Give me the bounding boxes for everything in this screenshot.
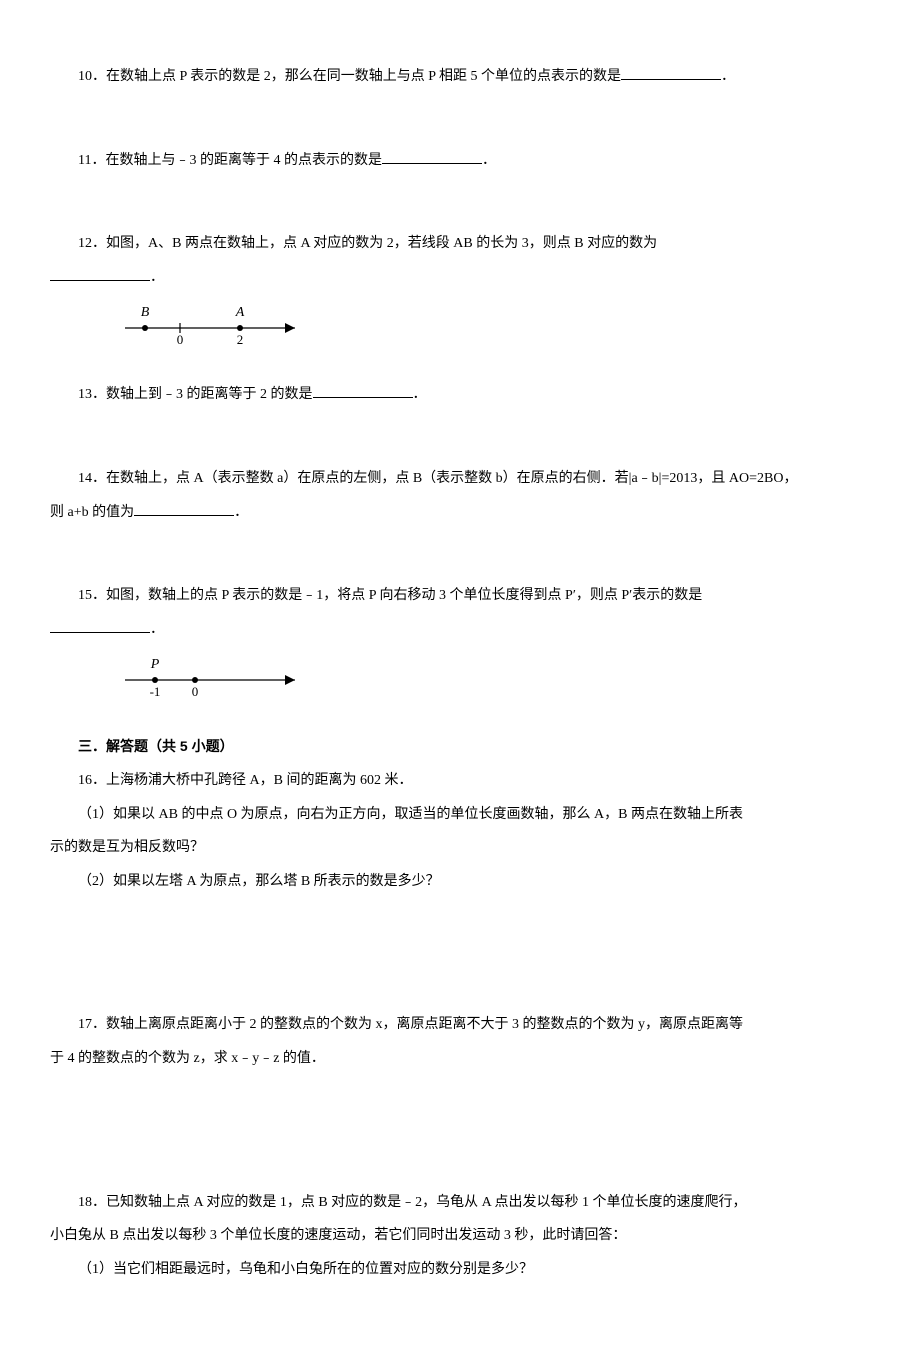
q15-blank bbox=[50, 618, 150, 633]
q14-tail: ． bbox=[234, 505, 248, 520]
fig12-a-label: A bbox=[235, 305, 245, 320]
fig12-tick0: 0 bbox=[177, 332, 184, 347]
q12-blank bbox=[50, 266, 150, 281]
question-16: 16．上海杨浦大桥中孔跨径 A，B 间的距离为 602 米． bbox=[50, 764, 870, 798]
fig15-tick-m1: -1 bbox=[150, 684, 161, 699]
q12-text-a: 12．如图，A、B 两点在数轴上，点 A 对应的数为 2，若线段 AB 的长为 … bbox=[78, 236, 657, 251]
question-11: 11．在数轴上与﹣3 的距离等于 4 的点表示的数是 ． bbox=[50, 144, 870, 178]
q14-text-b: 则 a+b 的值为 bbox=[50, 505, 134, 520]
figure-12: B A 0 2 bbox=[120, 298, 870, 348]
q11-blank bbox=[382, 149, 482, 164]
question-18-1: （1）当它们相距最远时，乌龟和小白兔所在的位置对应的数分别是多少？ bbox=[50, 1253, 870, 1287]
q10-text: 10．在数轴上点 P 表示的数是 2，那么在同一数轴上与点 P 相距 5 个单位… bbox=[78, 69, 621, 84]
question-16-2: （2）如果以左塔 A 为原点，那么塔 B 所表示的数是多少？ bbox=[50, 865, 870, 899]
question-15-line1: 15．如图，数轴上的点 P 表示的数是﹣1，将点 P 向右移动 3 个单位长度得… bbox=[50, 579, 870, 613]
question-13: 13．数轴上到﹣3 的距离等于 2 的数是 ． bbox=[50, 378, 870, 412]
question-16-1a: （1）如果以 AB 的中点 O 为原点，向右为正方向，取适当的单位长度画数轴，那… bbox=[50, 798, 870, 832]
question-14-line1: 14．在数轴上，点 A（表示整数 a）在原点的左侧，点 B（表示整数 b）在原点… bbox=[50, 462, 870, 496]
question-18-line2: 小白兔从 B 点出发以每秒 3 个单位长度的速度运动，若它们同时出发运动 3 秒… bbox=[50, 1219, 870, 1253]
q14-blank bbox=[134, 501, 234, 516]
question-12-line1: 12．如图，A、B 两点在数轴上，点 A 对应的数为 2，若线段 AB 的长为 … bbox=[50, 227, 870, 261]
q13-text: 13．数轴上到﹣3 的距离等于 2 的数是 bbox=[78, 387, 313, 402]
q11-text: 11．在数轴上与﹣3 的距离等于 4 的点表示的数是 bbox=[78, 153, 382, 168]
section-3-title: 三．解答题（共 5 小题） bbox=[50, 730, 870, 764]
question-17-line1: 17．数轴上离原点距离小于 2 的整数点的个数为 x，离原点距离不大于 3 的整… bbox=[50, 1008, 870, 1042]
fig15-p-label: P bbox=[150, 657, 160, 672]
question-12-line2: ． bbox=[50, 261, 870, 295]
q14-text-a: 14．在数轴上，点 A（表示整数 a）在原点的左侧，点 B（表示整数 b）在原点… bbox=[78, 471, 797, 486]
question-15-line2: ． bbox=[50, 613, 870, 647]
q13-tail: ． bbox=[413, 387, 427, 402]
question-17-line2: 于 4 的整数点的个数为 z，求 x﹣y﹣z 的值． bbox=[50, 1042, 870, 1076]
question-18-line1: 18．已知数轴上点 A 对应的数是 1，点 B 对应的数是﹣2，乌龟从 A 点出… bbox=[50, 1186, 870, 1220]
q10-blank bbox=[621, 65, 721, 80]
question-14-line2: 则 a+b 的值为 ． bbox=[50, 496, 870, 530]
q15-text-a: 15．如图，数轴上的点 P 表示的数是﹣1，将点 P 向右移动 3 个单位长度得… bbox=[78, 588, 702, 603]
q12-tail: ． bbox=[150, 270, 164, 285]
question-16-1b: 示的数是互为相反数吗？ bbox=[50, 831, 870, 865]
q11-tail: ． bbox=[482, 153, 496, 168]
fig15-tick0: 0 bbox=[192, 684, 199, 699]
question-10: 10．在数轴上点 P 表示的数是 2，那么在同一数轴上与点 P 相距 5 个单位… bbox=[50, 60, 870, 94]
fig12-b-label: B bbox=[141, 305, 150, 320]
q15-tail: ． bbox=[150, 622, 164, 637]
fig12-tick2: 2 bbox=[237, 332, 244, 347]
q10-tail: ． bbox=[721, 69, 735, 84]
q13-blank bbox=[313, 383, 413, 398]
figure-15: P -1 0 bbox=[120, 650, 870, 700]
